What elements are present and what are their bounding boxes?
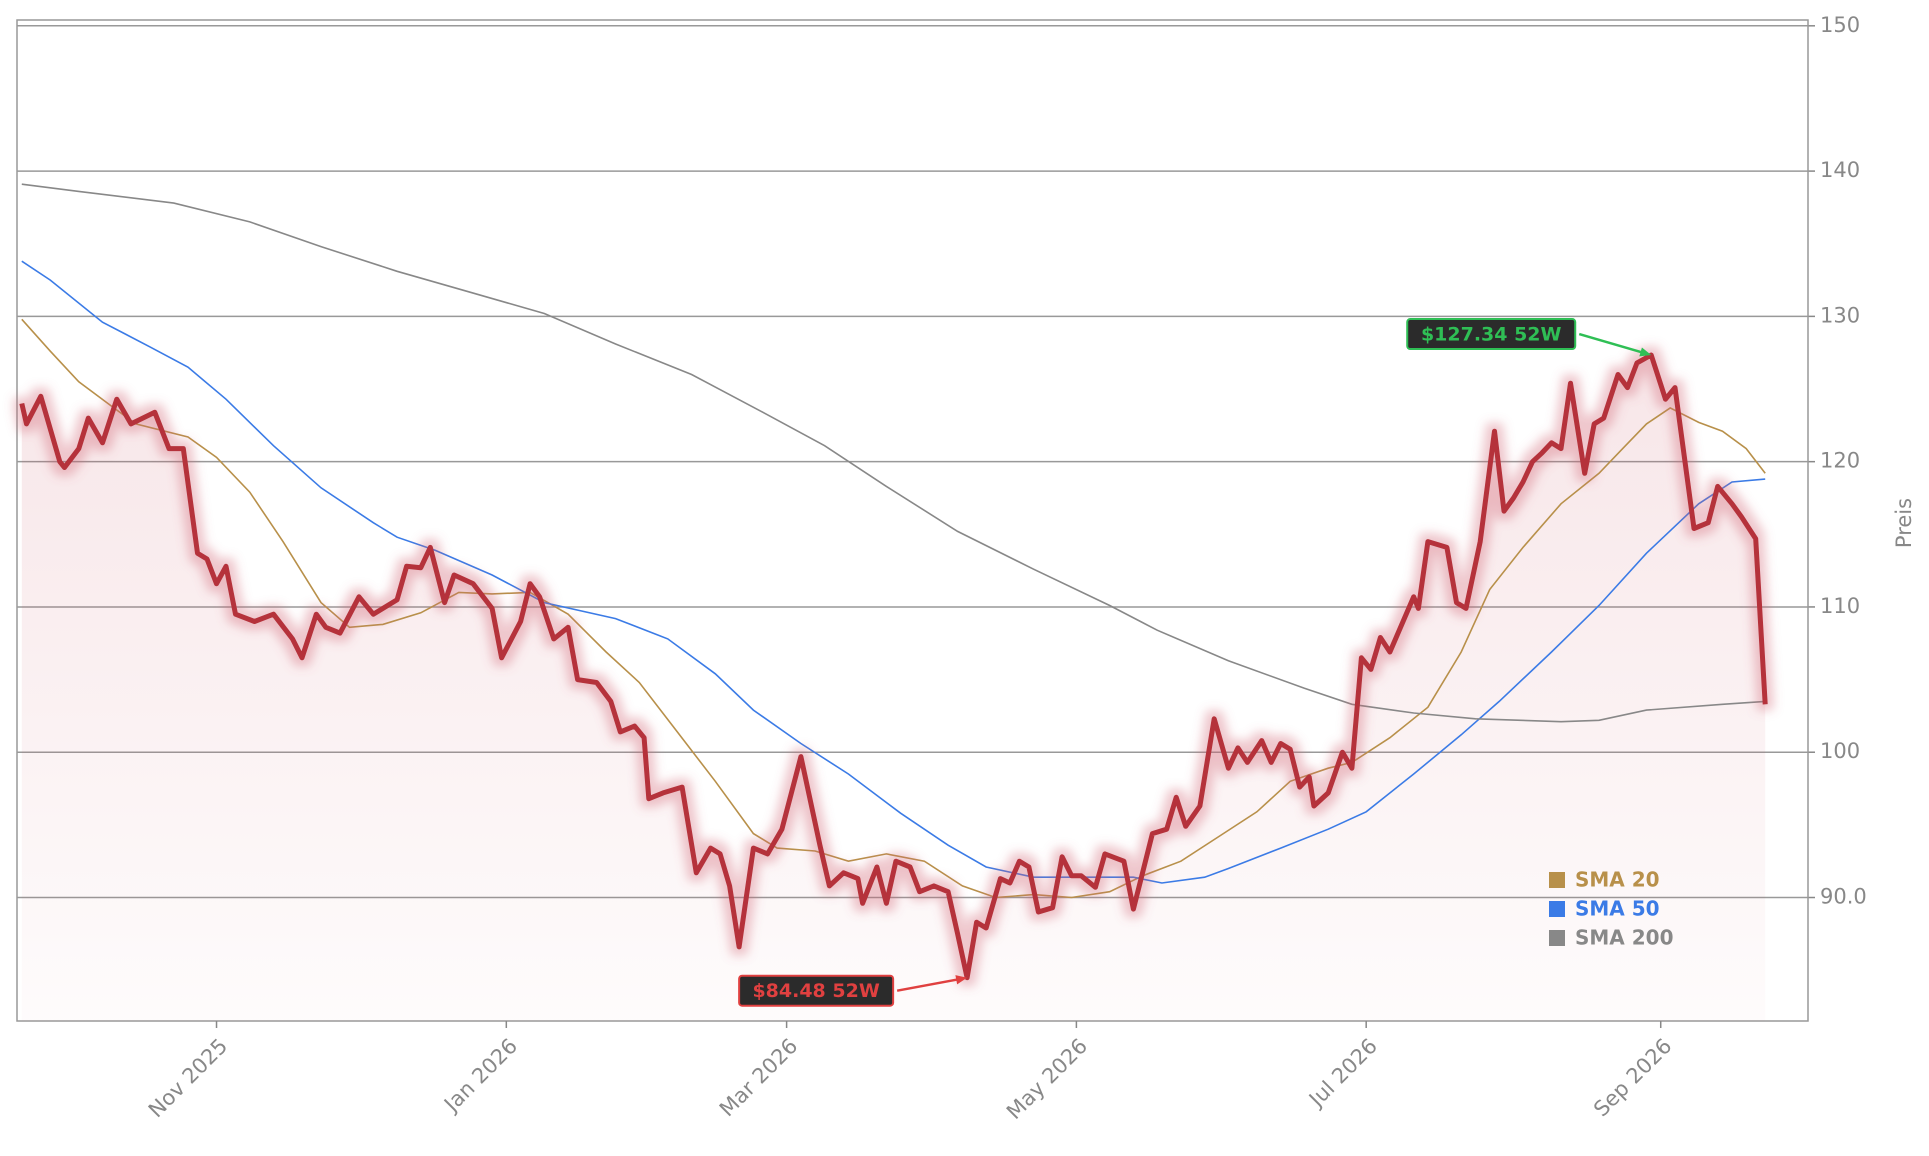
y-tick-label: 150 bbox=[1820, 13, 1860, 37]
sma-line bbox=[21, 260, 1766, 884]
annotation-text: $84.48 52W bbox=[752, 980, 879, 1002]
annotation-box bbox=[738, 974, 895, 1007]
y-tick-label: 100 bbox=[1820, 739, 1860, 763]
x-tick-label: Sep 2026 bbox=[1589, 1034, 1676, 1121]
legend-swatch bbox=[1549, 872, 1565, 888]
x-tick-label: Mar 2026 bbox=[715, 1034, 803, 1122]
y-tick-label: 90.0 bbox=[1820, 885, 1867, 909]
legend-swatch bbox=[1549, 901, 1565, 917]
x-tick-label: Nov 2025 bbox=[144, 1034, 232, 1122]
x-tick-label: May 2026 bbox=[1002, 1034, 1092, 1124]
annotation-box bbox=[1406, 318, 1577, 351]
y-tick-label: 140 bbox=[1820, 158, 1860, 182]
legend-label: SMA 20 bbox=[1575, 868, 1660, 892]
y-tick-label: 110 bbox=[1820, 594, 1860, 618]
sma-line bbox=[21, 318, 1766, 899]
y-tick-label: 130 bbox=[1820, 303, 1860, 327]
x-tick-label: Jul 2026 bbox=[1303, 1034, 1382, 1113]
annotation-arrowhead bbox=[1639, 347, 1652, 357]
legend-label: SMA 50 bbox=[1575, 897, 1660, 921]
legend-swatch bbox=[1549, 930, 1565, 946]
x-tick-label: Jan 2026 bbox=[438, 1034, 522, 1118]
price-area bbox=[21, 355, 1766, 1021]
annotation-arrowhead bbox=[955, 975, 968, 985]
annotation-arrow bbox=[896, 977, 964, 992]
price-line bbox=[19, 352, 1768, 981]
legend-label: SMA 200 bbox=[1575, 926, 1674, 950]
sma-line bbox=[21, 183, 1766, 723]
annotation-text: $127.34 52W bbox=[1421, 324, 1562, 346]
y-axis-label: Preis bbox=[1892, 498, 1916, 548]
y-tick-label: 120 bbox=[1820, 449, 1860, 473]
annotation-arrow bbox=[1578, 332, 1648, 356]
